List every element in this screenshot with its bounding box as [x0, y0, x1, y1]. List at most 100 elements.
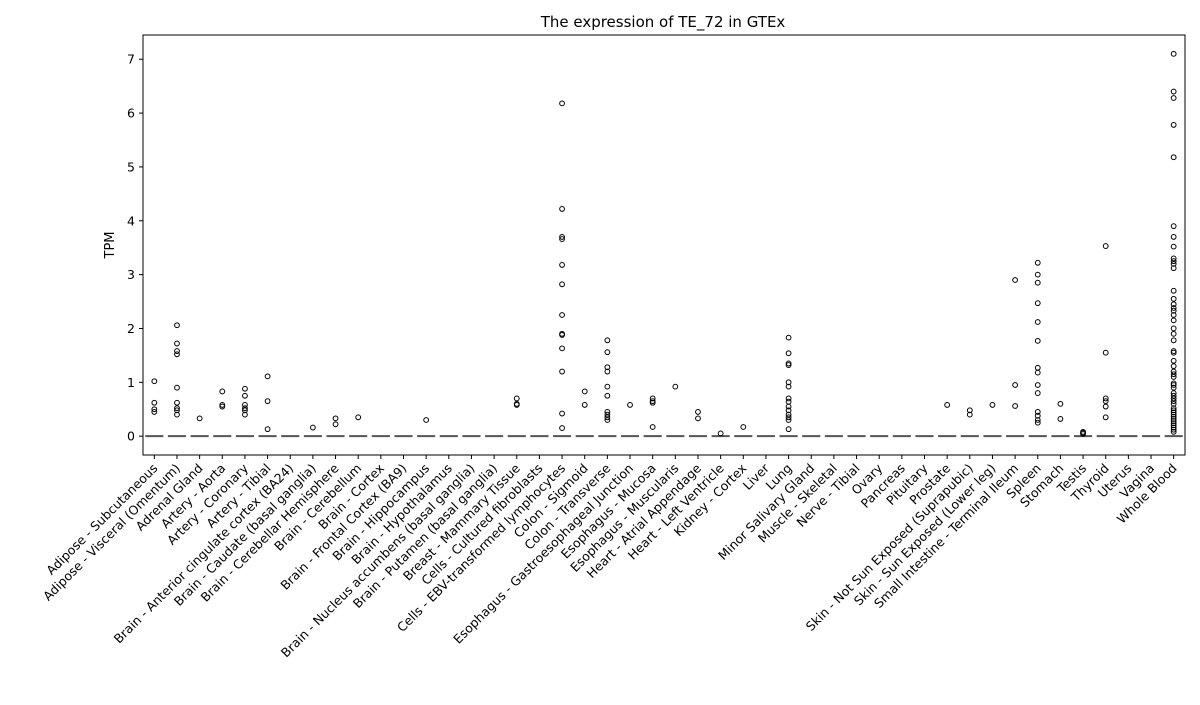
outlier-point: [785, 362, 792, 368]
outlier-point: [559, 410, 565, 417]
y-tick-label: 7: [127, 52, 135, 67]
outlier-point: [1170, 95, 1177, 101]
outlier-point: [355, 414, 362, 421]
outlier-point: [785, 417, 792, 423]
outlier-point: [1034, 337, 1041, 344]
outlier-point: [1170, 392, 1177, 399]
outlier-point: [332, 415, 339, 422]
outlier-point: [1170, 265, 1177, 272]
outlier-point: [174, 351, 180, 358]
outlier-point: [1102, 403, 1109, 410]
outlier-point: [1057, 400, 1064, 407]
outlier-point: [174, 411, 180, 418]
outlier-point: [1170, 374, 1177, 380]
outlier-point: [1170, 384, 1177, 391]
outlier-point: [196, 415, 203, 422]
outlier-point: [559, 100, 565, 107]
y-tick-label: 4: [127, 213, 135, 228]
outlier-point: [1170, 337, 1177, 344]
outlier-point: [604, 349, 611, 356]
outlier-point: [966, 411, 973, 418]
y-tick-label: 1: [127, 375, 135, 390]
outlier-point: [1170, 325, 1177, 332]
outlier-point: [1102, 414, 1109, 421]
outlier-point: [151, 406, 158, 413]
outlier-point: [604, 337, 611, 344]
outlier-point: [1170, 395, 1177, 402]
outlier-point: [1170, 243, 1177, 250]
outlier-point: [1170, 258, 1177, 265]
outlier-point: [1102, 243, 1109, 249]
outlier-point: [1170, 398, 1177, 405]
outlier-point: [559, 236, 565, 242]
outlier-point: [1170, 305, 1177, 311]
outlier-point: [1034, 300, 1041, 307]
outlier-point: [1170, 312, 1177, 318]
outlier-point: [944, 402, 951, 408]
outlier-point: [242, 385, 248, 392]
outlier-point: [264, 373, 271, 380]
outlier-point: [1012, 403, 1019, 409]
outlier-point: [174, 384, 180, 391]
outlier-point: [1170, 234, 1177, 240]
outlier-point: [309, 424, 316, 431]
outlier-point: [1034, 259, 1041, 266]
outlier-point: [559, 425, 565, 431]
outlier-point: [1170, 301, 1177, 308]
outlier-point: [559, 234, 565, 240]
outlier-point: [1170, 349, 1177, 356]
outlier-point: [649, 424, 656, 430]
outlier-point: [604, 392, 611, 399]
outlier-point: [174, 405, 180, 412]
outlier-point: [1012, 277, 1019, 283]
outlier-point: [695, 409, 701, 415]
outlier-point: [1034, 369, 1041, 376]
outlier-point: [989, 402, 996, 408]
outlier-point: [219, 403, 226, 410]
outlier-point: [1170, 88, 1177, 95]
outlier-point: [174, 340, 180, 347]
outlier-point: [717, 430, 724, 437]
outlier-point: [1170, 50, 1177, 57]
outlier-point: [785, 411, 792, 418]
outlier-point: [604, 383, 611, 390]
outlier-point: [1102, 395, 1109, 402]
outlier-point: [649, 399, 656, 406]
outlier-point: [1170, 426, 1177, 433]
outlier-point: [559, 345, 565, 352]
outlier-point: [581, 388, 588, 395]
outlier-point: [1170, 363, 1177, 370]
outlier-point: [1034, 319, 1041, 325]
plot-frame: [142, 34, 1186, 456]
outlier-point: [559, 281, 565, 288]
y-tick-label: 0: [127, 429, 135, 444]
outlier-point: [559, 368, 565, 375]
outlier-point: [1170, 382, 1177, 388]
outlier-point: [559, 262, 565, 268]
y-tick-label: 3: [127, 267, 135, 282]
outlier-point: [219, 388, 226, 395]
outlier-point: [740, 424, 747, 430]
outlier-point: [264, 398, 271, 405]
outlier-point: [513, 402, 520, 408]
outlier-point: [174, 322, 180, 329]
outlier-point: [559, 332, 565, 338]
outlier-point: [581, 402, 588, 408]
outlier-point: [1012, 382, 1019, 388]
outlier-point: [1034, 382, 1041, 388]
outlier-point: [1034, 417, 1041, 423]
outlier-point: [1170, 255, 1177, 262]
outlier-point: [604, 368, 611, 375]
outlier-point: [242, 411, 248, 418]
outlier-point: [1170, 330, 1177, 337]
x-tick-label: Adipose - Visceral (Omentum): [40, 461, 183, 604]
outlier-point: [785, 350, 792, 357]
outlier-point: [1170, 390, 1177, 396]
outlier-point: [785, 403, 792, 410]
outlier-point: [423, 417, 430, 423]
outlier-point: [559, 312, 565, 318]
outlier-point: [174, 348, 180, 354]
y-axis-label: TPM: [103, 232, 118, 260]
outlier-point: [1057, 416, 1064, 422]
outlier-point: [1080, 431, 1086, 437]
